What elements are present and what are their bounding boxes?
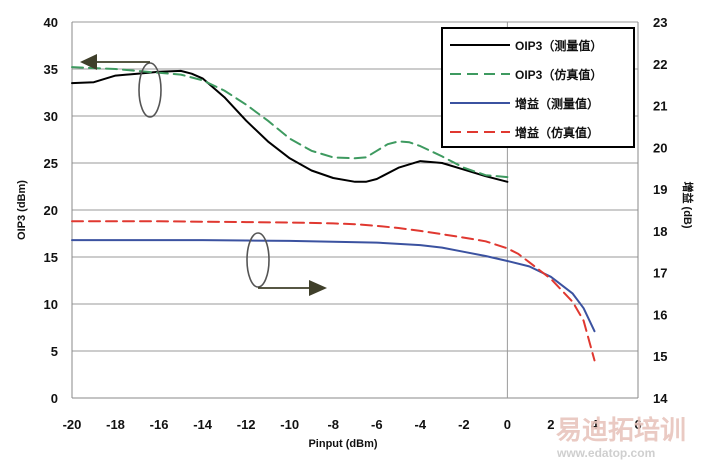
x-tick-label: 2 — [547, 417, 554, 432]
annotation-ellipse-left — [138, 62, 162, 118]
series-line-4 — [71, 220, 596, 362]
x-tick-label: -6 — [371, 417, 383, 432]
annotation-arrow-right-head — [309, 280, 327, 296]
watermark-url: www.edatop.com — [556, 446, 655, 460]
annotation-arrow-left-head — [80, 54, 97, 70]
legend-label-3: 增益（测量值） — [515, 96, 599, 111]
y-right-tick-label: 21 — [653, 99, 667, 114]
y-left-tick-label: 40 — [44, 15, 58, 30]
y-left-tick-label: 30 — [44, 109, 58, 124]
x-tick-label: -16 — [150, 417, 169, 432]
annotation-ellipse-right — [246, 232, 270, 288]
y-left-tick-label: 10 — [44, 297, 58, 312]
x-tick-label: 6 — [634, 417, 641, 432]
x-tick-label: -12 — [237, 417, 256, 432]
y-left-tick-label: 0 — [51, 391, 58, 406]
y-right-tick-label: 15 — [653, 349, 667, 364]
y-right-axis-title: 增益 (dB) — [681, 181, 695, 228]
y-right-tick-label: 16 — [653, 307, 667, 322]
x-tick-label: -18 — [106, 417, 125, 432]
y-left-tick-label: 20 — [44, 203, 58, 218]
y-left-axis-title: OIP3 (dBm) — [16, 180, 28, 240]
legend: OIP3（测量值） OIP3（仿真值） 增益（测量值） 增益（仿真值） — [441, 27, 635, 148]
x-tick-label: 0 — [504, 417, 511, 432]
legend-label-2: OIP3（仿真值） — [515, 67, 602, 82]
y-right-tick-label: 19 — [653, 182, 667, 197]
x-tick-label: -8 — [327, 417, 339, 432]
y-right-tick-label: 17 — [653, 266, 667, 281]
series-line-3 — [71, 239, 596, 333]
x-tick-label: -4 — [415, 417, 427, 432]
y-left-tick-label: 15 — [44, 250, 58, 265]
y-right-tick-label: 18 — [653, 224, 667, 239]
x-tick-label: -14 — [193, 417, 213, 432]
series-lines — [71, 66, 596, 362]
x-tick-label: 4 — [591, 417, 599, 432]
gridlines — [72, 21, 638, 352]
y-right-tick-label: 23 — [653, 15, 667, 30]
annotations — [80, 54, 327, 296]
legend-label-4: 增益（仿真值） — [515, 125, 599, 140]
legend-label-1: OIP3（测量值） — [515, 38, 602, 53]
series-line-2 — [71, 66, 509, 179]
legend-box — [441, 27, 635, 148]
x-axis-title: Pinput (dBm) — [308, 438, 377, 450]
y-right-tick-label: 20 — [653, 140, 667, 155]
series-line-1 — [71, 69, 509, 183]
y-left-tick-label: 25 — [44, 156, 58, 171]
y-right-tick-label: 22 — [653, 57, 667, 72]
y-left-tick-label: 35 — [44, 62, 58, 77]
x-tick-label: -2 — [458, 417, 470, 432]
y-right-tick-label: 14 — [653, 391, 668, 406]
y-left-tick-label: 5 — [51, 344, 58, 359]
x-tick-label: -20 — [63, 417, 82, 432]
x-tick-label: -10 — [280, 417, 299, 432]
watermark-brand: 易迪拓培训 — [556, 415, 686, 445]
